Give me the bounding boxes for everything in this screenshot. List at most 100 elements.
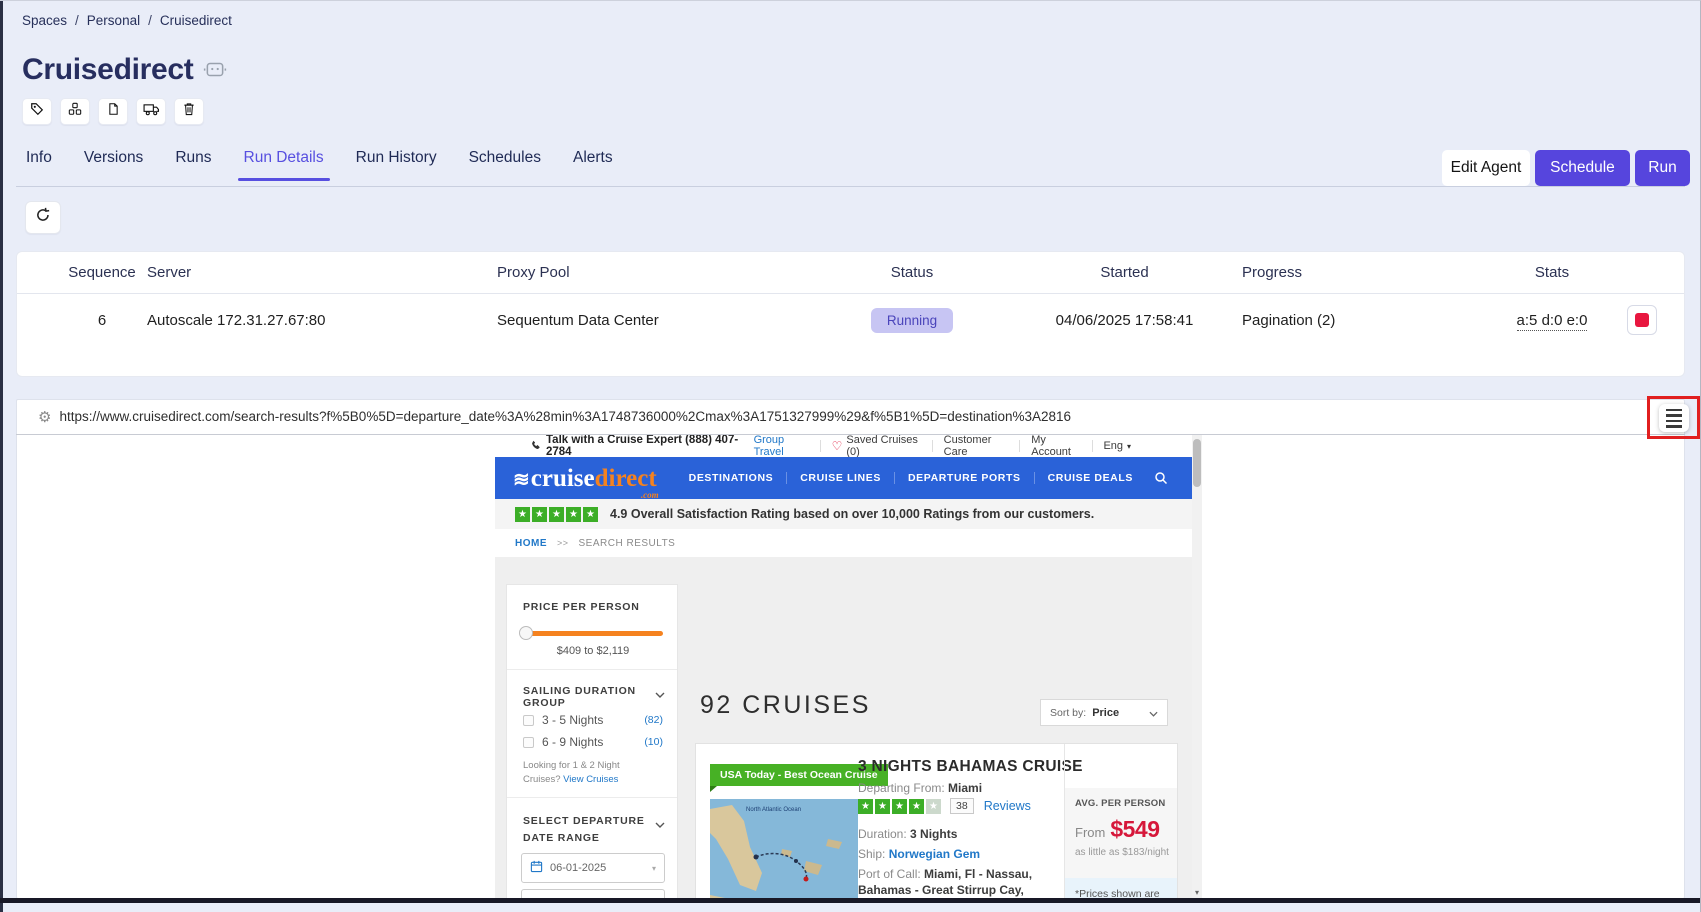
- price-filter-title: PRICE PER PERSON: [523, 601, 640, 613]
- run-button[interactable]: Run: [1635, 150, 1690, 186]
- tab-run-history[interactable]: Run History: [355, 149, 437, 166]
- runs-table: Sequence Server Proxy Pool Status Starte…: [16, 251, 1685, 377]
- my-account-link[interactable]: My Account: [1031, 435, 1071, 458]
- sort-dropdown[interactable]: Sort by: Price: [1040, 699, 1168, 726]
- tab-alerts[interactable]: Alerts: [572, 149, 613, 166]
- window-left-edge: [0, 1, 3, 912]
- schedule-button[interactable]: Schedule: [1535, 150, 1630, 186]
- refresh-button[interactable]: [25, 201, 61, 234]
- chevron-down-icon: [1149, 704, 1158, 722]
- sort-label: Sort by:: [1050, 706, 1087, 719]
- tabs-divider: [16, 186, 1685, 187]
- home-link[interactable]: HOME: [515, 537, 547, 549]
- page-title: Cruisedirect: [22, 53, 227, 87]
- chevron-down-icon[interactable]: [655, 685, 665, 703]
- star-icon: ★: [549, 506, 564, 522]
- truck-button[interactable]: [136, 98, 166, 125]
- nav-cruise-deals[interactable]: CRUISE DEALS: [1047, 472, 1133, 484]
- phone-contact[interactable]: Talk with a Cruise Expert (888) 407-2784: [531, 435, 743, 458]
- chevron-down-icon[interactable]: [655, 815, 665, 833]
- cluster-button[interactable]: [60, 98, 90, 125]
- window-bottom-edge: [0, 898, 1700, 903]
- saved-cruises-link[interactable]: ♡ Saved Cruises (0): [831, 435, 918, 458]
- customer-care-link[interactable]: Customer Care: [943, 435, 992, 458]
- tab-bar: Info Versions Runs Run Details Run Histo…: [26, 149, 613, 181]
- stop-icon: [1635, 313, 1649, 327]
- stats-link[interactable]: a:5 d:0 e:0: [1516, 311, 1588, 331]
- breadcrumb: Spaces / Personal / Cruisedirect: [22, 13, 232, 28]
- return-date-input[interactable]: [521, 889, 665, 898]
- caret-down-icon: ▾: [651, 863, 656, 873]
- runs-table-header: Sequence Server Proxy Pool Status Starte…: [17, 252, 1684, 294]
- url-text[interactable]: https://www.cruisedirect.com/search-resu…: [59, 409, 1072, 424]
- price-slider-handle[interactable]: [519, 626, 533, 640]
- col-status: Status: [890, 264, 934, 281]
- cruise-title[interactable]: 3 NIGHTS BAHAMAS CRUISE: [858, 758, 1083, 775]
- scrollbar-thumb[interactable]: [1193, 439, 1201, 487]
- duration-option-3-5[interactable]: 3 - 5 Nights (82): [523, 713, 663, 727]
- col-stats: Stats: [1534, 264, 1570, 281]
- nav-cruise-lines[interactable]: CRUISE LINES: [800, 472, 881, 484]
- col-progress: Progress: [1242, 264, 1303, 281]
- browser-scrollbar[interactable]: ▾: [1192, 435, 1202, 899]
- nav-departure-ports[interactable]: DEPARTURE PORTS: [907, 472, 1021, 484]
- breadcrumb-separator: /: [75, 13, 79, 28]
- phone-icon: [531, 440, 541, 453]
- scrollbar-down-arrow[interactable]: ▾: [1194, 888, 1199, 897]
- breadcrumb-spaces[interactable]: Spaces: [22, 13, 68, 28]
- edit-agent-button[interactable]: Edit Agent: [1442, 150, 1530, 186]
- url-bar[interactable]: ⚙ https://www.cruisedirect.com/search-re…: [16, 399, 1685, 435]
- sort-value: Price: [1092, 706, 1120, 719]
- star-icon: ★: [926, 798, 941, 814]
- tab-runs[interactable]: Runs: [175, 149, 212, 166]
- departure-date-input[interactable]: 06-01-2025 ▾: [521, 853, 665, 883]
- checkbox[interactable]: [523, 714, 534, 726]
- table-row: 6 Autoscale 172.31.27.67:80 Sequentum Da…: [17, 294, 1684, 346]
- cell-started: 04/06/2025 17:58:41: [1055, 311, 1194, 329]
- robot-icon: [203, 53, 227, 87]
- satisfaction-rating-bar: ★ ★ ★ ★ ★ 4.9 Overall Satisfaction Ratin…: [495, 499, 1192, 529]
- col-started: Started: [1100, 264, 1149, 281]
- menu-button[interactable]: [1659, 404, 1689, 432]
- view-cruises-link[interactable]: View Cruises: [563, 774, 619, 786]
- ship-link[interactable]: Norwegian Gem: [888, 847, 981, 861]
- stop-run-button[interactable]: [1627, 305, 1657, 335]
- breadcrumb-personal[interactable]: Personal: [86, 13, 141, 28]
- duration-filter-title: SAILING DURATION GROUP: [523, 685, 636, 709]
- price-slider[interactable]: [519, 626, 663, 640]
- tab-versions[interactable]: Versions: [83, 149, 144, 166]
- search-icon[interactable]: [1154, 471, 1168, 485]
- star-icon: ★: [909, 798, 924, 814]
- group-travel-link[interactable]: Group Travel: [753, 435, 785, 458]
- breadcrumb-cruisedirect[interactable]: Cruisedirect: [159, 13, 232, 28]
- tab-schedules[interactable]: Schedules: [468, 149, 541, 166]
- tag-icon: [30, 102, 44, 121]
- trash-icon: [183, 102, 195, 121]
- tab-run-details[interactable]: Run Details: [237, 149, 330, 181]
- trustpilot-stars: ★ ★ ★ ★ ★: [515, 506, 600, 522]
- heart-icon: ♡: [831, 439, 843, 453]
- duration-option-6-9[interactable]: 6 - 9 Nights (10): [523, 735, 663, 749]
- star-icon: ★: [566, 506, 581, 522]
- reviews-link[interactable]: Reviews: [983, 799, 1031, 813]
- svg-text:North Atlantic Ocean: North Atlantic Ocean: [746, 807, 801, 813]
- checkbox[interactable]: [523, 736, 534, 748]
- document-button[interactable]: [98, 98, 128, 125]
- departing-from: Departing From: Miami: [858, 781, 983, 795]
- caret-down-icon: ▾: [1127, 441, 1132, 451]
- price-disclaimer: *Prices shown are per person and include…: [1065, 878, 1177, 899]
- star-icon: ★: [583, 506, 598, 522]
- tab-info[interactable]: Info: [26, 149, 52, 166]
- star-icon: ★: [515, 506, 530, 522]
- price-range-label: $409 to $2,119: [556, 645, 630, 657]
- language-dropdown[interactable]: Eng ▾: [1103, 440, 1132, 452]
- refresh-icon: [35, 207, 51, 228]
- delete-button[interactable]: [174, 98, 204, 125]
- star-icon: ★: [532, 506, 547, 522]
- tag-button[interactable]: [22, 98, 52, 125]
- per-night-label: as little as $183/night: [1075, 847, 1169, 858]
- nav-destinations[interactable]: DESTINATIONS: [688, 472, 774, 484]
- from-label: From: [1075, 825, 1106, 840]
- cruisedirect-logo[interactable]: ≋cruisedirect .com: [513, 464, 659, 500]
